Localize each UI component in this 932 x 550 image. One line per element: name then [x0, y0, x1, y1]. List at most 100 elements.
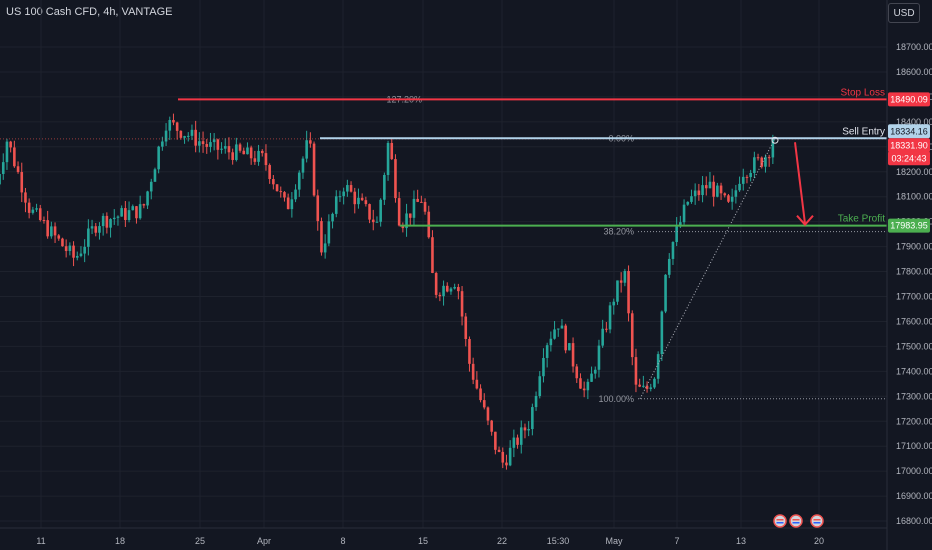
candle-body [272, 179, 275, 185]
take-profit-price-tag: 17983.95 [890, 221, 928, 231]
price-tick-label: 17500.00 [896, 341, 932, 351]
candle-body [501, 451, 505, 463]
candle-body [301, 158, 305, 173]
candle-body [497, 449, 501, 452]
candle-body [101, 215, 105, 227]
candle-body [434, 272, 438, 295]
candle-body [586, 381, 590, 391]
price-tick-label: 18700.00 [896, 42, 932, 52]
candle-body [9, 141, 12, 148]
candle-body [408, 213, 412, 218]
candle-body [708, 181, 712, 189]
candle-body [190, 129, 194, 136]
fib-100-label: 100.00% [598, 394, 634, 404]
flag-us-icon[interactable] [773, 514, 787, 528]
candle-body [216, 139, 220, 150]
candle-body [109, 219, 112, 228]
candle-body [72, 245, 75, 258]
candle-body [505, 462, 508, 466]
candle-body [675, 226, 678, 243]
candle-body [660, 311, 664, 355]
candle-body [135, 206, 138, 219]
candle-body [172, 120, 175, 123]
candle-body [749, 172, 752, 178]
candle-body [605, 328, 608, 330]
candle-body [423, 201, 427, 212]
candle-body [653, 378, 656, 388]
candle-body [353, 191, 357, 205]
time-tick-label: 11 [36, 536, 45, 546]
candle-body [75, 255, 79, 258]
candle-body [168, 120, 172, 131]
candle-body [368, 204, 371, 220]
stop-loss-price-tag-bg [888, 92, 930, 107]
chart-title: US 100 Cash CFD, 4h, VANTAGE [6, 6, 173, 18]
candle-body [342, 191, 345, 197]
candle-body [379, 199, 382, 222]
candle-body [275, 184, 279, 192]
price-tick-label: 17400.00 [896, 366, 932, 376]
candle-body [124, 208, 127, 221]
candle-body [371, 219, 375, 223]
candle-body [764, 157, 767, 167]
candle-body [679, 222, 682, 227]
candle-body [760, 157, 764, 167]
candle-body [645, 385, 649, 389]
candle-body [83, 246, 86, 254]
candle-body [161, 141, 164, 147]
candle-body [531, 407, 534, 430]
fib-trend-line [639, 138, 776, 400]
flag-us-icon[interactable] [810, 514, 824, 528]
price-tick-label: 17200.00 [896, 416, 932, 426]
currency-button[interactable]: USD [888, 3, 920, 23]
candle-body [235, 144, 238, 160]
candle-body [323, 243, 327, 253]
candle-body [771, 138, 775, 158]
candle-body [0, 173, 1, 185]
current-price-tag-bg [888, 138, 930, 153]
price-tick-label: 17800.00 [896, 267, 932, 277]
candle-body [642, 385, 645, 387]
price-tick-label: 17300.00 [896, 391, 932, 401]
candle-body [619, 280, 623, 283]
candle-body [667, 258, 671, 275]
candle-body [549, 338, 553, 346]
candle-body [268, 165, 271, 180]
candle-body [682, 204, 686, 223]
candle-body [175, 122, 179, 131]
sell-entry-label: Sell Entry [842, 126, 885, 137]
candle-body [105, 215, 109, 228]
candle-body [68, 245, 72, 251]
candle-body [704, 185, 708, 189]
candle-body [57, 235, 61, 239]
candle-body [634, 357, 638, 385]
candle-body [523, 427, 527, 431]
candle-body [716, 185, 719, 197]
candle-body [316, 195, 320, 222]
candle-body [201, 141, 205, 145]
candle-body [127, 210, 131, 221]
candle-body [582, 388, 586, 391]
candle-body [723, 193, 727, 196]
candle-body [231, 152, 234, 160]
price-tick-label: 18600.00 [896, 67, 932, 77]
candle-body [131, 206, 135, 211]
candle-body [593, 369, 597, 374]
candle-body [334, 196, 338, 214]
candle-body [627, 270, 630, 314]
candle-body [112, 217, 116, 220]
candle-body [671, 242, 675, 259]
candle-body [283, 192, 286, 198]
candle-body [649, 387, 653, 389]
candle-body [260, 150, 264, 154]
candle-body [756, 157, 760, 159]
price-tick-label: 17600.00 [896, 316, 932, 326]
price-tick-label: 16800.00 [896, 516, 932, 526]
candle-body [142, 204, 146, 206]
flag-us-icon[interactable] [789, 514, 803, 528]
candle-body [616, 280, 619, 302]
time-tick-label: Apr [257, 536, 271, 546]
candle-body [309, 140, 312, 144]
candle-body [734, 190, 738, 197]
